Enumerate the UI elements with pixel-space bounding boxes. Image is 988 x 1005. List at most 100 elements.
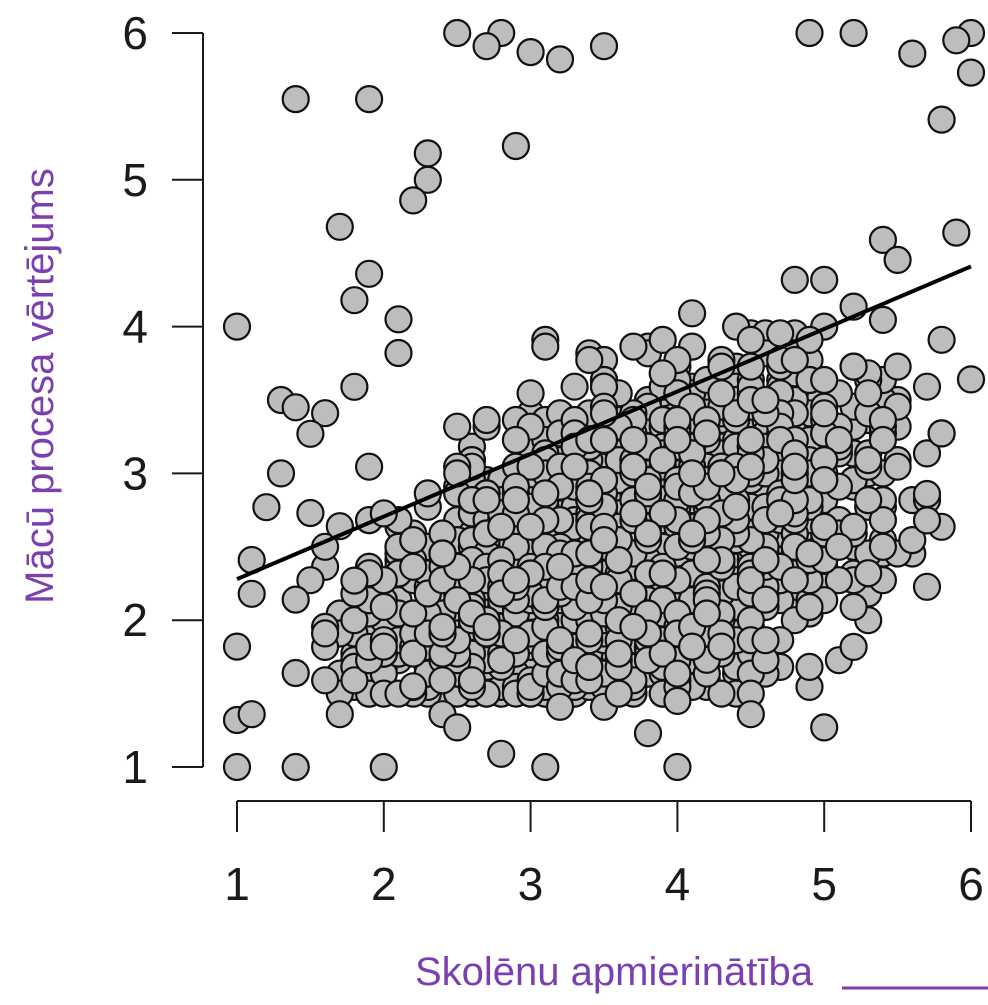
data-point xyxy=(562,374,588,400)
data-point xyxy=(430,541,456,567)
data-point xyxy=(576,654,602,680)
data-point xyxy=(650,561,676,587)
data-point xyxy=(547,694,573,720)
data-point xyxy=(371,634,397,660)
data-point xyxy=(444,414,470,440)
data-point xyxy=(635,474,661,500)
y-tick-label: 2 xyxy=(122,594,148,646)
data-point xyxy=(297,500,323,526)
x-ticks: 123456 xyxy=(224,801,984,910)
data-point xyxy=(708,460,734,486)
data-point xyxy=(562,454,588,480)
y-tick-label: 4 xyxy=(122,301,148,353)
data-point xyxy=(503,567,529,593)
data-point xyxy=(606,641,632,667)
data-point xyxy=(503,487,529,513)
data-point xyxy=(811,367,837,393)
y-ticks: 1 2 3 4 5 6 xyxy=(122,7,203,793)
data-point xyxy=(474,33,500,59)
data-point xyxy=(723,494,749,520)
data-point xyxy=(679,460,705,486)
y-tick-label: 3 xyxy=(122,447,148,499)
data-point xyxy=(753,547,779,573)
data-point xyxy=(576,347,602,373)
data-point xyxy=(341,287,367,313)
data-point xyxy=(400,673,426,699)
data-point xyxy=(679,521,705,547)
data-point xyxy=(224,314,250,340)
y-tick-label: 1 xyxy=(122,741,148,793)
data-point xyxy=(664,427,690,453)
x-tick-label: 6 xyxy=(958,858,984,910)
data-point xyxy=(841,594,867,620)
data-point xyxy=(444,20,470,46)
data-point xyxy=(283,587,309,613)
data-point xyxy=(474,614,500,640)
data-point xyxy=(620,500,646,526)
data-point xyxy=(885,247,911,273)
data-point xyxy=(283,86,309,112)
data-point xyxy=(576,621,602,647)
scatter-points xyxy=(224,20,984,780)
data-point xyxy=(532,334,558,360)
data-point xyxy=(591,574,617,600)
data-point xyxy=(224,754,250,780)
data-point xyxy=(679,634,705,660)
data-point xyxy=(371,594,397,620)
data-point xyxy=(547,554,573,580)
data-point xyxy=(650,360,676,386)
data-point xyxy=(797,654,823,680)
data-point xyxy=(914,507,940,533)
data-point xyxy=(518,380,544,406)
data-point xyxy=(914,481,940,507)
data-point xyxy=(283,394,309,420)
data-point xyxy=(826,534,852,560)
y-axis-label: Mācū procesa vērtējums xyxy=(18,168,62,604)
data-point xyxy=(488,741,514,767)
data-point xyxy=(283,754,309,780)
x-tick-label: 5 xyxy=(811,858,837,910)
data-point xyxy=(283,660,309,686)
data-point xyxy=(591,427,617,453)
data-point xyxy=(929,327,955,353)
data-point xyxy=(664,688,690,714)
data-point xyxy=(694,601,720,627)
data-point xyxy=(885,454,911,480)
data-point xyxy=(327,701,353,727)
data-point xyxy=(738,327,764,353)
data-point xyxy=(430,667,456,693)
data-point xyxy=(943,220,969,246)
data-point xyxy=(738,701,764,727)
data-point xyxy=(503,627,529,653)
data-point xyxy=(958,60,984,86)
data-point xyxy=(738,427,764,453)
data-point xyxy=(635,720,661,746)
data-point xyxy=(239,581,265,607)
data-point xyxy=(444,714,470,740)
data-point xyxy=(841,20,867,46)
data-point xyxy=(855,447,881,473)
data-point xyxy=(899,41,925,67)
data-point xyxy=(914,574,940,600)
data-point xyxy=(811,714,837,740)
data-point xyxy=(430,614,456,640)
data-point xyxy=(943,27,969,53)
data-point xyxy=(767,500,793,526)
data-point xyxy=(929,420,955,446)
x-axis-label: Skolēnu apmierinātība xyxy=(415,950,814,994)
data-point xyxy=(753,627,779,653)
data-point xyxy=(708,380,734,406)
data-point xyxy=(620,334,646,360)
y-tick-label: 5 xyxy=(122,154,148,206)
data-point xyxy=(400,187,426,213)
y-axis: 1 2 3 4 5 6 xyxy=(122,7,203,793)
data-point xyxy=(929,107,955,133)
data-point xyxy=(386,340,412,366)
data-point xyxy=(782,454,808,480)
data-point xyxy=(620,614,646,640)
data-point xyxy=(620,427,646,453)
x-tick-label: 1 xyxy=(224,858,250,910)
data-point xyxy=(855,487,881,513)
data-point xyxy=(855,380,881,406)
